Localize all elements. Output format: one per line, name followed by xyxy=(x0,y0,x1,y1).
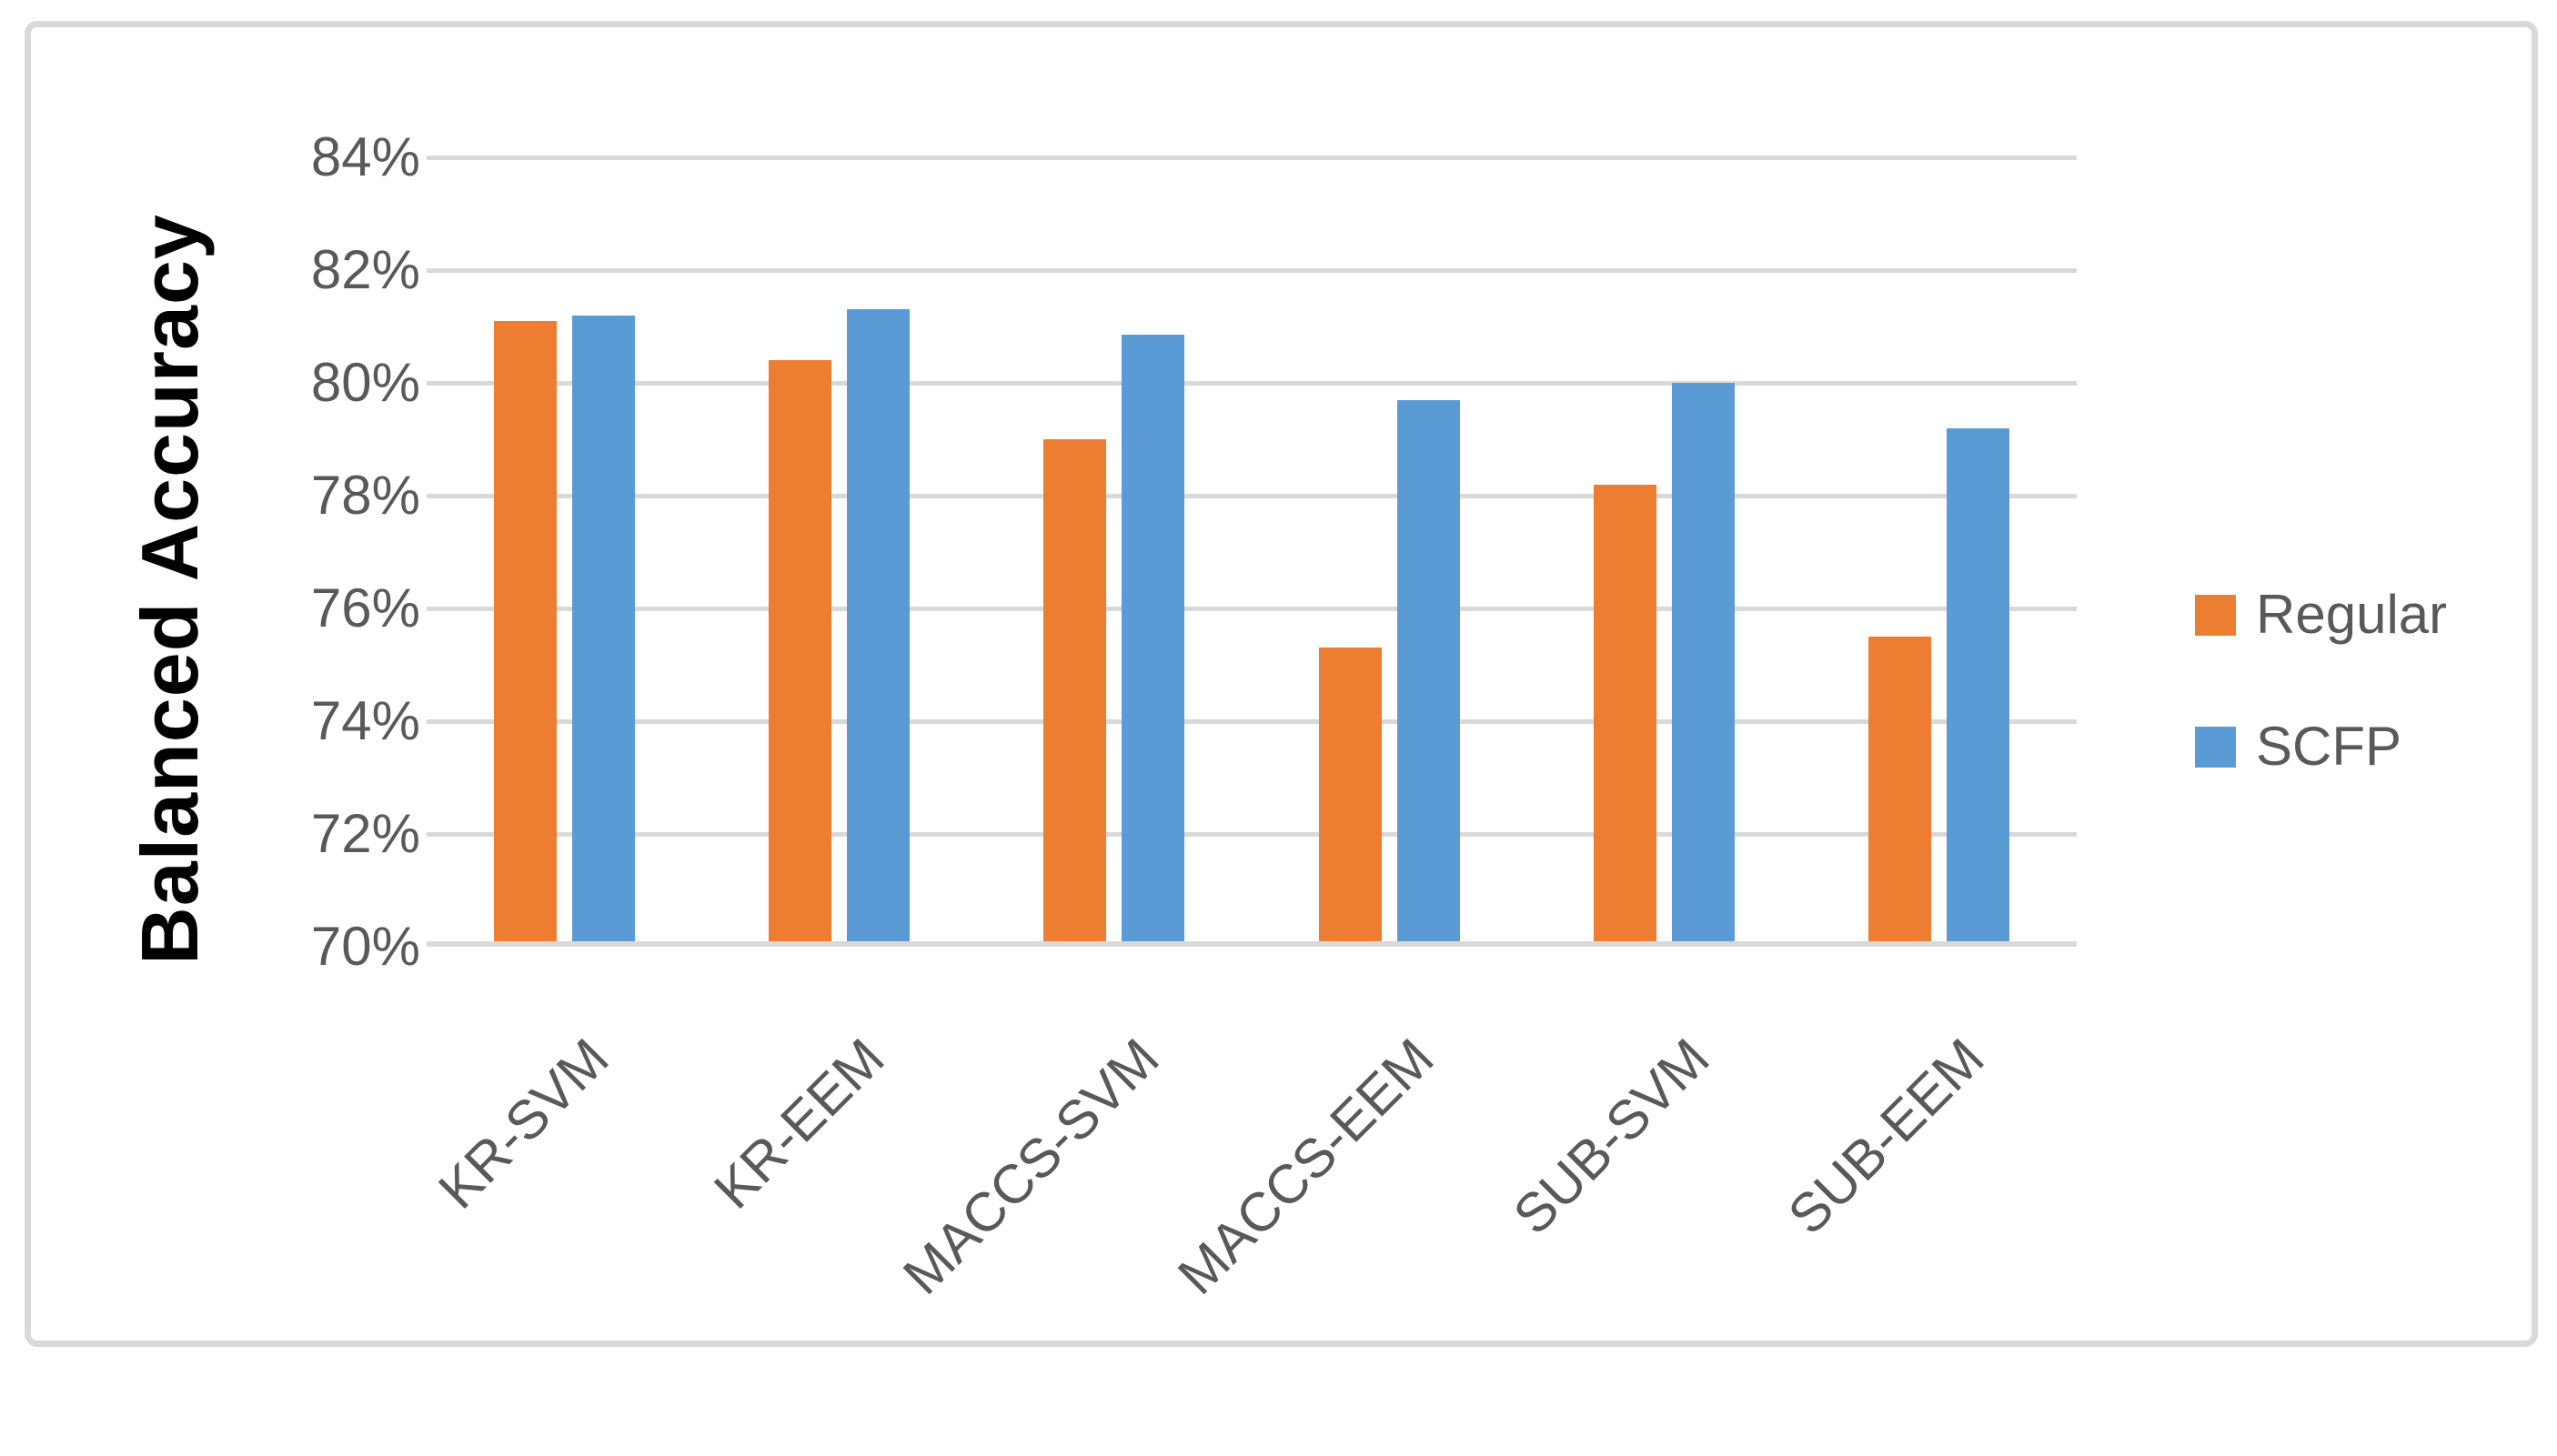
gridline-74 xyxy=(427,719,2077,724)
y-tick-label-84%: 84% xyxy=(310,126,420,187)
bar-regular-SUB-EEM xyxy=(1868,637,1932,947)
y-tick-label-76%: 76% xyxy=(310,577,420,638)
legend-label-scfp: SCFP xyxy=(2256,716,2402,777)
y-tick-label-74%: 74% xyxy=(310,690,420,751)
gridline-72 xyxy=(427,832,2077,837)
bar-regular-MACCS-EEM xyxy=(1318,648,1382,947)
gridline-80 xyxy=(427,381,2077,386)
figure-border xyxy=(25,21,2538,1347)
legend-label-regular: Regular xyxy=(2256,584,2448,645)
bar-regular-SUB-SVM xyxy=(1594,484,1656,947)
gridline-84 xyxy=(427,156,2077,160)
bar-scfp-SUB-SVM xyxy=(1672,383,1735,947)
gridline-82 xyxy=(427,268,2077,273)
x-axis-line xyxy=(427,941,2077,947)
legend-item-scfp: SCFP xyxy=(2195,714,2401,779)
gridline-78 xyxy=(427,494,2077,498)
legend-swatch-scfp xyxy=(2195,726,2236,768)
bar-regular-KR-EEM xyxy=(769,360,831,947)
y-axis-title: Balanced Accuracy xyxy=(125,214,215,965)
bar-scfp-MACCS-EEM xyxy=(1396,399,1460,947)
gridline-76 xyxy=(427,607,2077,611)
bar-scfp-SUB-EEM xyxy=(1947,427,2010,947)
y-tick-label-82%: 82% xyxy=(310,239,420,300)
bar-scfp-KR-SVM xyxy=(571,315,635,947)
bar-regular-MACCS-SVM xyxy=(1043,439,1107,947)
y-tick-label-70%: 70% xyxy=(310,916,420,977)
y-tick-label-72%: 72% xyxy=(310,803,420,864)
bar-scfp-MACCS-SVM xyxy=(1122,335,1185,947)
bar-regular-KR-SVM xyxy=(493,320,557,947)
chart-figure: Balanced Accuracy 70% 72% 74% 76% 78% 80% 82% 8… xyxy=(25,21,2538,1347)
bar-scfp-KR-EEM xyxy=(847,309,910,947)
y-tick-label-80%: 80% xyxy=(310,352,420,413)
y-tick-label-78%: 78% xyxy=(310,465,420,526)
legend-swatch-regular xyxy=(2195,594,2236,636)
legend-item-regular: Regular xyxy=(2195,582,2447,648)
